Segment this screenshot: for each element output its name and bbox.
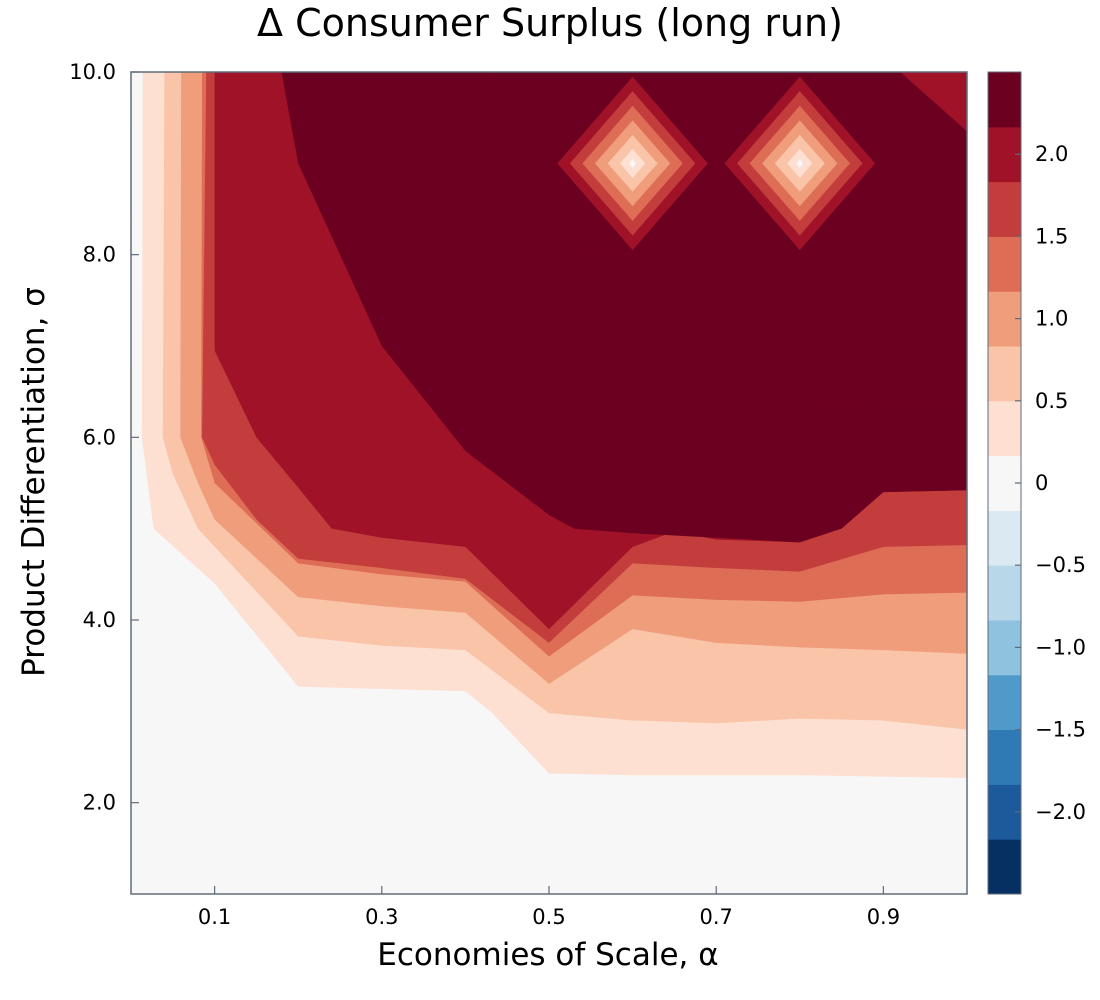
colorbar-tick-label: 0 bbox=[1035, 471, 1048, 495]
y-tick-label: 2.0 bbox=[83, 791, 116, 815]
y-tick-label: 6.0 bbox=[83, 425, 116, 449]
y-tick-label: 10.0 bbox=[69, 60, 116, 84]
colorbar-tick-label: −1.5 bbox=[1035, 718, 1086, 742]
colorbar-tick-label: 1.0 bbox=[1035, 307, 1068, 331]
x-tick-label: 0.3 bbox=[365, 905, 398, 929]
corner-band-1 bbox=[900, 72, 967, 132]
minimum-0-ring-6 bbox=[629, 158, 636, 168]
colorbar: 2.0 1.5 1.0 0.5 0 −0.5 −1.0 −1.5 −2.0 bbox=[987, 71, 1086, 895]
colorbar-tick-label: 0.5 bbox=[1035, 389, 1068, 413]
colorbar-tick-label: 2.0 bbox=[1035, 142, 1068, 166]
minimum-1-ring-6 bbox=[796, 158, 804, 168]
colorbar-tick-label: −0.5 bbox=[1035, 553, 1086, 577]
y-axis: 2.0 4.0 6.0 8.0 10.0 bbox=[69, 60, 139, 815]
colorbar-band bbox=[988, 236, 1021, 292]
colorbar-band bbox=[988, 510, 1021, 566]
x-tick-label: 0.1 bbox=[198, 905, 231, 929]
x-tick-label: 0.5 bbox=[532, 905, 565, 929]
colorbar-tick-label: −1.0 bbox=[1035, 635, 1086, 659]
contour-plot-area bbox=[131, 72, 967, 894]
colorbar-tick-label: −2.0 bbox=[1035, 800, 1086, 824]
x-tick-label: 0.7 bbox=[699, 905, 732, 929]
colorbar-tick-label: 1.5 bbox=[1035, 224, 1068, 248]
colorbar-band bbox=[988, 181, 1021, 237]
y-tick-label: 8.0 bbox=[83, 243, 116, 267]
colorbar-band bbox=[988, 729, 1021, 785]
colorbar-band bbox=[988, 839, 1021, 895]
colorbar-band bbox=[988, 674, 1021, 731]
colorbar-band bbox=[988, 565, 1021, 621]
x-axis-label: Economies of Scale, α bbox=[377, 937, 718, 973]
colorbar-band bbox=[988, 346, 1021, 402]
y-tick-label: 4.0 bbox=[83, 608, 116, 632]
colorbar-band bbox=[988, 400, 1021, 457]
x-tick-label: 0.9 bbox=[867, 905, 900, 929]
colorbar-band bbox=[988, 72, 1021, 128]
y-axis-label: Product Differentiation, σ bbox=[16, 287, 52, 677]
x-axis: 0.1 0.3 0.5 0.7 0.9 bbox=[198, 886, 900, 929]
chart-title: Δ Consumer Surplus (long run) bbox=[257, 1, 843, 45]
